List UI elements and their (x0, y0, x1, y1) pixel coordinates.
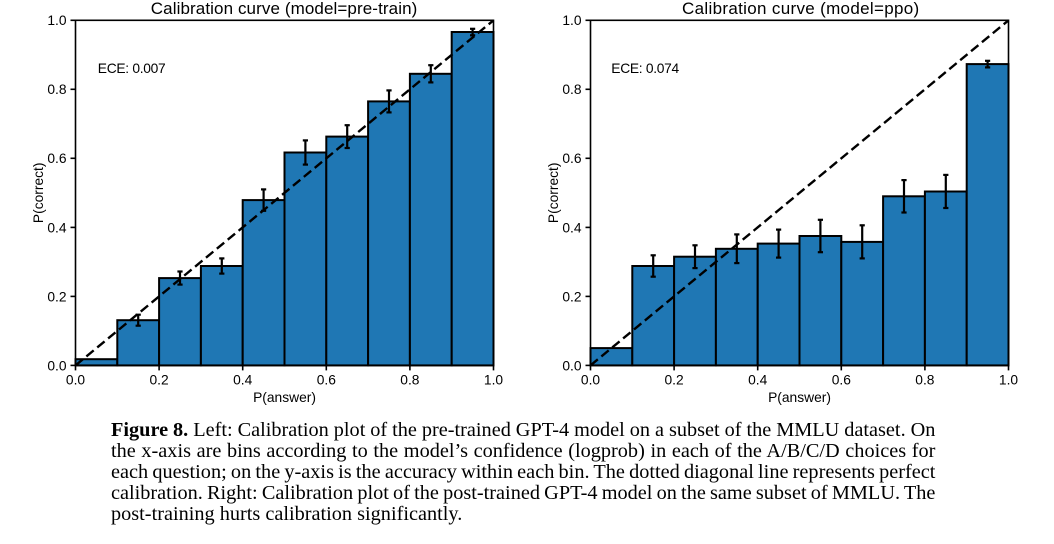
svg-text:0.8: 0.8 (400, 373, 420, 388)
svg-text:0.4: 0.4 (562, 220, 582, 235)
svg-text:0.4: 0.4 (233, 373, 253, 388)
svg-text:0.0: 0.0 (47, 358, 67, 373)
svg-text:0.6: 0.6 (832, 373, 852, 388)
svg-text:0.0: 0.0 (581, 373, 601, 388)
svg-text:0.8: 0.8 (562, 82, 582, 97)
svg-text:Calibration curve (model=pre-t: Calibration curve (model=pre-train) (151, 0, 418, 18)
svg-text:0.4: 0.4 (748, 373, 768, 388)
svg-text:P(correct): P(correct) (31, 163, 46, 224)
svg-text:1.0: 1.0 (999, 373, 1019, 388)
svg-text:ECE: 0.007: ECE: 0.007 (98, 61, 166, 76)
svg-text:P(correct): P(correct) (546, 163, 561, 224)
svg-text:0.4: 0.4 (47, 220, 67, 235)
svg-text:0.0: 0.0 (562, 358, 582, 373)
svg-text:0.6: 0.6 (562, 151, 582, 166)
svg-text:0.2: 0.2 (47, 289, 66, 304)
svg-text:Calibration curve (model=ppo): Calibration curve (model=ppo) (682, 0, 919, 18)
svg-text:0.2: 0.2 (150, 373, 169, 388)
svg-text:1.0: 1.0 (47, 13, 67, 28)
svg-text:P(answer): P(answer) (768, 390, 831, 405)
svg-text:0.2: 0.2 (562, 289, 581, 304)
svg-text:0.2: 0.2 (665, 373, 684, 388)
svg-text:0.8: 0.8 (47, 82, 67, 97)
svg-text:0.6: 0.6 (317, 373, 337, 388)
svg-text:1.0: 1.0 (484, 373, 504, 388)
svg-text:1.0: 1.0 (562, 13, 582, 28)
svg-text:0.0: 0.0 (66, 373, 86, 388)
svg-text:ECE: 0.074: ECE: 0.074 (611, 61, 679, 76)
svg-text:P(answer): P(answer) (253, 390, 316, 405)
svg-text:0.8: 0.8 (915, 373, 935, 388)
svg-text:0.6: 0.6 (47, 151, 67, 166)
